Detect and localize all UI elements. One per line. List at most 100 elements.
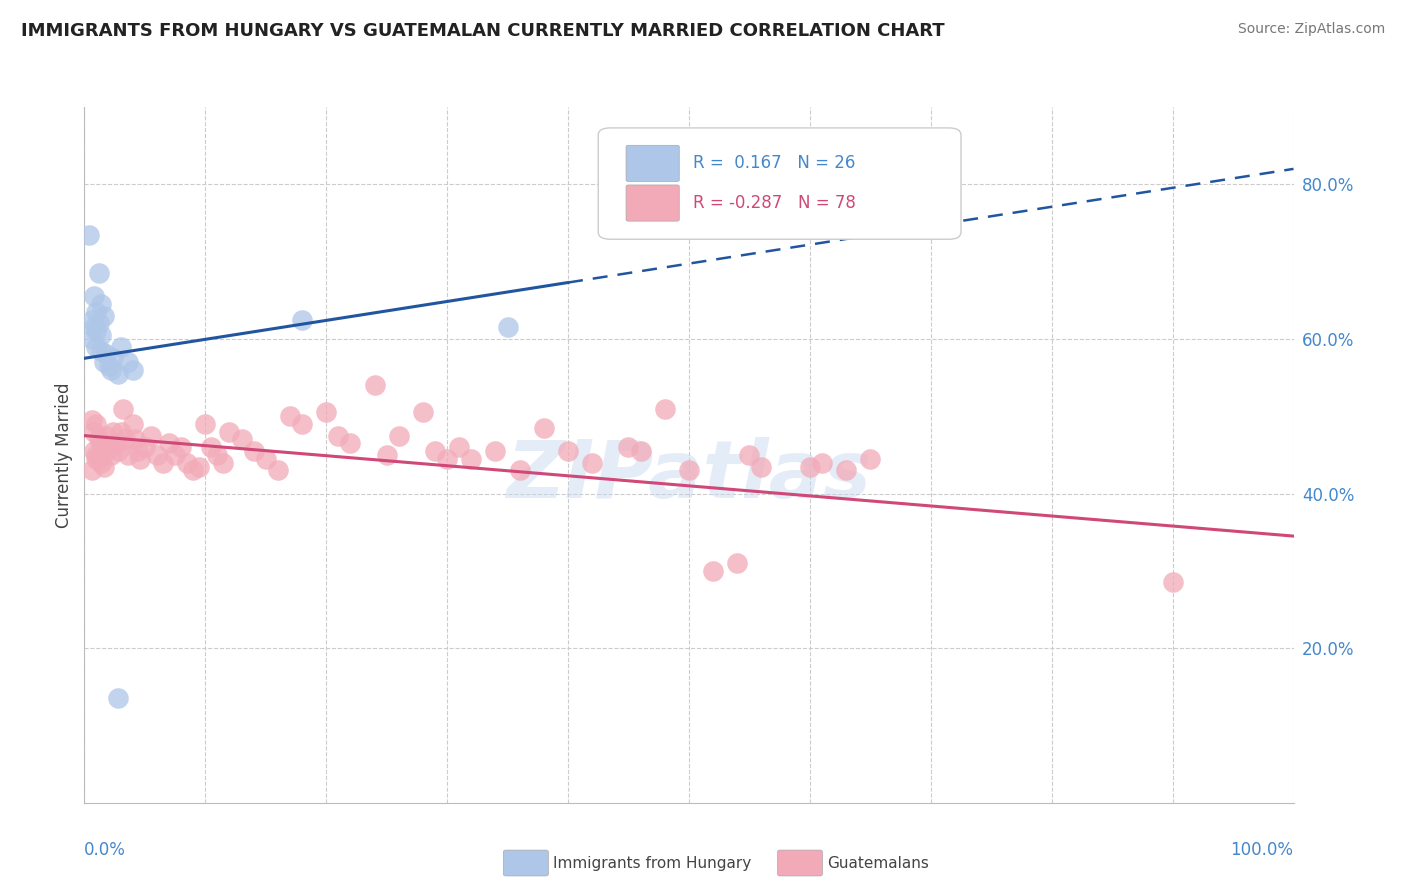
Text: R =  0.167   N = 26: R = 0.167 N = 26 <box>693 154 855 172</box>
Point <box>90 456 112 470</box>
Point <box>112 401 135 416</box>
Point <box>231 433 253 447</box>
Point <box>509 463 531 477</box>
Point <box>738 448 761 462</box>
Y-axis label: Currently Married: Currently Married <box>55 382 73 528</box>
Point <box>86 324 108 338</box>
Point <box>496 320 519 334</box>
Point <box>811 456 834 470</box>
Point <box>127 444 149 458</box>
Point <box>557 444 579 458</box>
Point <box>86 340 108 354</box>
Point <box>93 440 115 454</box>
Point <box>94 444 117 458</box>
Point <box>165 448 187 462</box>
Text: Guatemalans: Guatemalans <box>827 855 928 871</box>
Text: R = -0.287   N = 78: R = -0.287 N = 78 <box>693 194 855 212</box>
Point <box>83 320 105 334</box>
Point <box>77 227 100 242</box>
Point <box>152 456 174 470</box>
Point <box>388 428 411 442</box>
Point <box>94 428 117 442</box>
Point <box>460 451 482 466</box>
Point <box>254 451 277 466</box>
Point <box>134 440 156 454</box>
Point <box>103 351 125 366</box>
Point <box>725 556 748 570</box>
Point <box>146 448 169 462</box>
Point <box>83 289 105 303</box>
Point <box>702 564 724 578</box>
Point <box>218 425 240 439</box>
Point <box>139 428 162 442</box>
Point <box>86 417 108 431</box>
Point <box>412 405 434 419</box>
Point <box>93 459 115 474</box>
Point <box>291 417 314 431</box>
Point <box>799 459 821 474</box>
Point <box>291 312 314 326</box>
Point <box>97 440 120 454</box>
Point <box>86 305 108 319</box>
Point <box>423 444 446 458</box>
Point <box>80 463 103 477</box>
Point <box>107 444 129 458</box>
Point <box>80 312 103 326</box>
Point <box>97 359 120 373</box>
FancyBboxPatch shape <box>626 185 679 221</box>
Point <box>188 459 211 474</box>
Point <box>533 421 555 435</box>
Point <box>121 417 143 431</box>
Point <box>100 363 122 377</box>
Point <box>86 448 108 462</box>
Point <box>212 456 235 470</box>
Point <box>83 444 105 458</box>
Point <box>176 456 198 470</box>
Point <box>124 433 146 447</box>
Point <box>93 309 115 323</box>
Text: ZIPatlas: ZIPatlas <box>506 437 872 515</box>
Point <box>157 436 180 450</box>
Point <box>654 401 676 416</box>
Point <box>80 413 103 427</box>
Text: 0.0%: 0.0% <box>84 841 127 859</box>
Point <box>751 459 773 474</box>
Point <box>114 433 136 447</box>
Point <box>90 343 112 358</box>
Point <box>129 451 152 466</box>
Point <box>194 417 217 431</box>
Point <box>121 363 143 377</box>
Point <box>339 436 361 450</box>
Point <box>859 451 882 466</box>
Point <box>363 378 385 392</box>
Point <box>315 405 337 419</box>
Text: 100.0%: 100.0% <box>1230 841 1294 859</box>
Point <box>87 433 110 447</box>
Text: IMMIGRANTS FROM HUNGARY VS GUATEMALAN CURRENTLY MARRIED CORRELATION CHART: IMMIGRANTS FROM HUNGARY VS GUATEMALAN CU… <box>21 22 945 40</box>
Point <box>117 448 139 462</box>
Point <box>835 463 858 477</box>
Point <box>87 317 110 331</box>
Point <box>87 451 110 466</box>
Point <box>328 428 350 442</box>
Point <box>93 355 115 369</box>
Point <box>110 340 132 354</box>
Point <box>170 440 193 454</box>
Point <box>267 463 290 477</box>
Point <box>278 409 301 424</box>
Point <box>107 367 129 381</box>
Point <box>581 456 603 470</box>
Point <box>678 463 700 477</box>
Point <box>104 436 127 450</box>
Point <box>200 440 222 454</box>
Point <box>207 448 229 462</box>
Point <box>117 355 139 369</box>
Point <box>630 444 652 458</box>
FancyBboxPatch shape <box>626 145 679 181</box>
Text: Source: ZipAtlas.com: Source: ZipAtlas.com <box>1237 22 1385 37</box>
Point <box>86 451 108 466</box>
Point <box>617 440 640 454</box>
Text: Immigrants from Hungary: Immigrants from Hungary <box>553 855 751 871</box>
Point <box>110 425 132 439</box>
Point <box>107 691 129 706</box>
